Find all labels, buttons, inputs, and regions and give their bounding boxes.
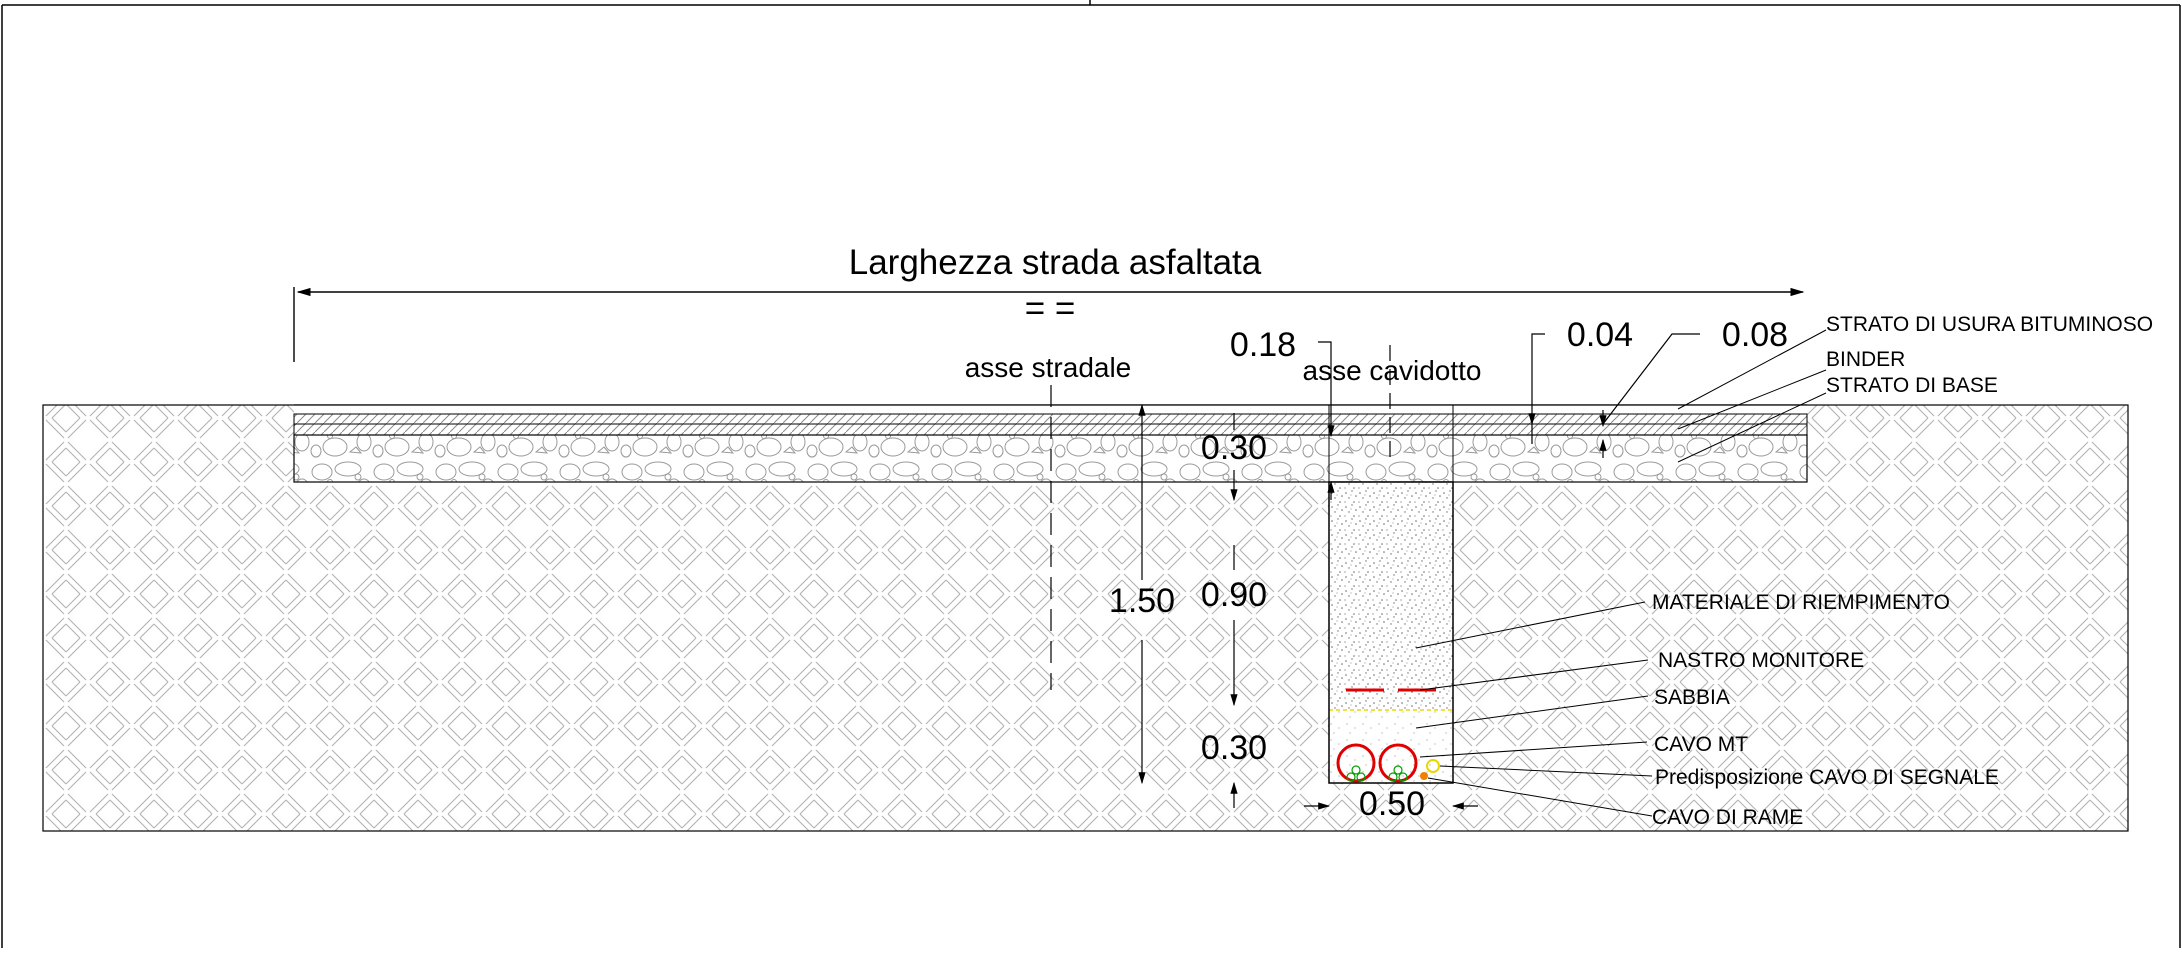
mv-cable-2 — [1378, 743, 1418, 783]
label-warning-tape: NASTRO MONITORE — [1658, 649, 1864, 672]
label-wearing-layer: STRATO DI USURA BITUMINOSO — [1826, 313, 2153, 336]
axis-lines — [1050, 345, 1391, 690]
leader-lines — [1415, 329, 1827, 817]
label-base-layer: STRATO DI BASE — [1826, 374, 1998, 397]
signal-duct — [1426, 759, 1440, 773]
label-mv-cable: CAVO MT — [1654, 733, 1748, 756]
dim-030-top: 0.30 — [1201, 429, 1267, 467]
label-signal-cable: Predisposizione CAVO DI SEGNALE — [1655, 766, 1999, 789]
label-fill-material: MATERIALE DI RIEMPIMENTO — [1652, 591, 1950, 614]
road-axis-label: asse stradale — [965, 352, 1132, 383]
equal-mark: = = — [1025, 289, 1076, 328]
mv-cable-1 — [1336, 743, 1376, 783]
depth-dimensions — [1138, 333, 1700, 810]
label-copper-cable: CAVO DI RAME — [1652, 806, 1803, 829]
dim-090: 0.90 — [1201, 576, 1267, 614]
label-binder: BINDER — [1826, 348, 1905, 371]
trench — [1328, 405, 1454, 784]
dim-050: 0.50 — [1359, 785, 1425, 823]
width-dimension — [293, 287, 1805, 362]
road-width-title: Larghezza strada asfaltata — [849, 243, 1262, 282]
dim-030-bottom: 0.30 — [1201, 729, 1267, 767]
copper-cable — [1420, 772, 1428, 780]
dim-008: 0.08 — [1722, 316, 1788, 354]
fill-material — [1329, 482, 1453, 710]
dim-004: 0.04 — [1567, 316, 1633, 354]
label-sand: SABBIA — [1654, 686, 1730, 709]
dim-018: 0.18 — [1230, 326, 1296, 364]
duct-axis-label: asse cavidotto — [1303, 355, 1482, 386]
dim-150: 1.50 — [1109, 582, 1175, 620]
